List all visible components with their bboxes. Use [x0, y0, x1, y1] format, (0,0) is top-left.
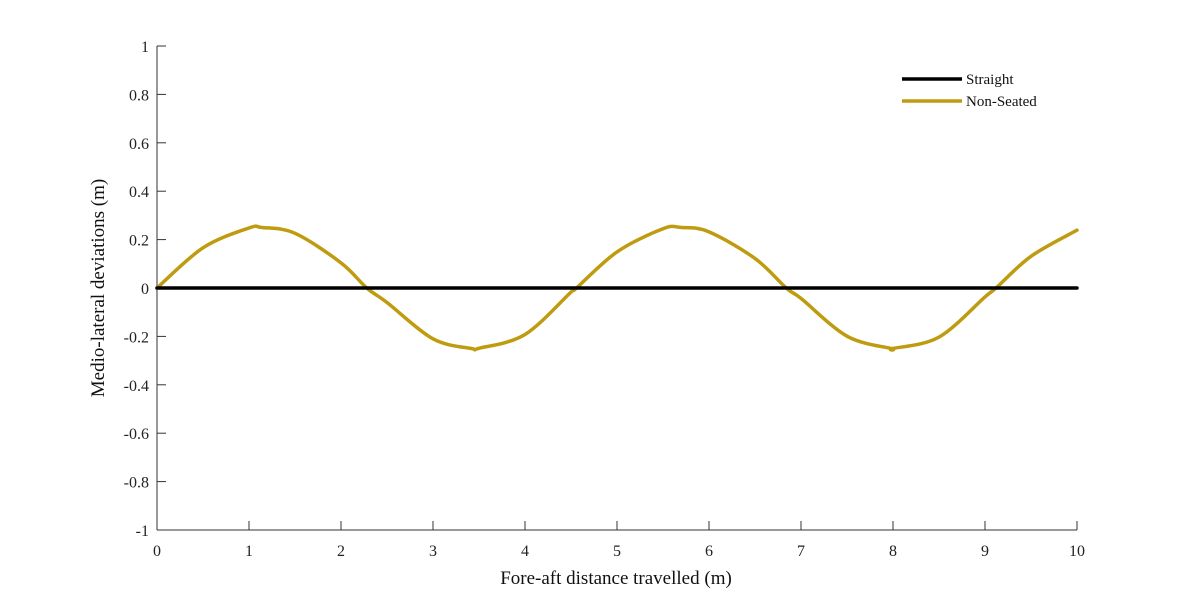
y-tick-label: 0	[141, 281, 149, 298]
x-tick-label: 5	[613, 543, 621, 560]
y-tick-label: -1	[136, 523, 149, 540]
y-tick-label: 0.4	[129, 184, 149, 201]
legend-label-straight: Straight	[966, 72, 1014, 88]
x-tick-label: 3	[429, 543, 437, 560]
x-tick-label: 10	[1069, 543, 1085, 560]
x-axis-label: Fore-aft distance travelled (m)	[500, 568, 732, 589]
y-tick-label: -0.6	[124, 426, 149, 443]
y-tick-label: 0.8	[129, 87, 149, 104]
y-tick-label: 0.2	[129, 233, 149, 250]
x-tick-label: 6	[705, 543, 713, 560]
y-tick-label: -0.2	[124, 329, 149, 346]
plot-area	[155, 224, 1079, 352]
axes: 0 1 2 3 4 5 6 7 8 9 10 1 0.8 0.6 0.4 0.2 0 -0.2 -0.4 -0.6 -0…	[124, 39, 1085, 560]
x-tick-label: 9	[981, 543, 989, 560]
x-tick-label: 1	[245, 543, 253, 560]
y-tick-label: 1	[141, 39, 149, 56]
x-tick-label: 0	[153, 543, 161, 560]
y-tick-label: -0.8	[124, 475, 149, 492]
x-tick-label: 8	[889, 543, 897, 560]
x-tick-label: 4	[521, 543, 529, 560]
y-axis-label: Medio-lateral deviations (m)	[88, 179, 109, 397]
legend-label-non-seated: Non-Seated	[966, 94, 1037, 110]
y-tick-label: -0.4	[124, 378, 149, 395]
series-line-non-seated	[155, 224, 1079, 352]
x-tick-label: 2	[337, 543, 345, 560]
x-tick-label: 7	[797, 543, 805, 560]
y-tick-label: 0.6	[129, 136, 149, 153]
legend: Straight Non-Seated	[902, 72, 1037, 110]
